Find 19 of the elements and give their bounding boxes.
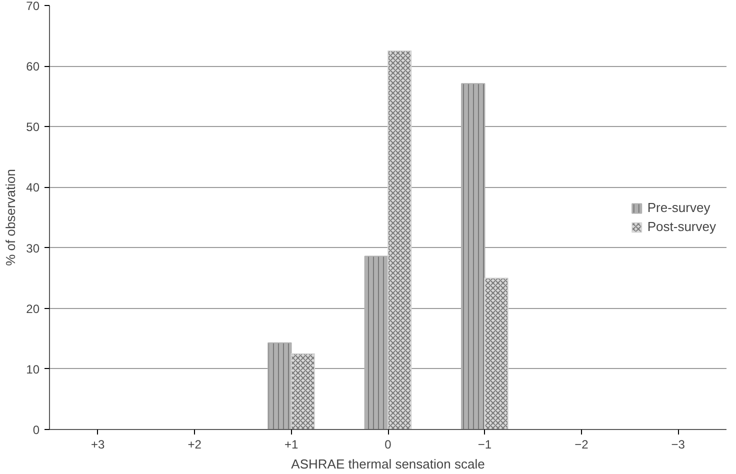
x-tick-label: +2 [188, 438, 202, 452]
y-axis-title: % of observation [3, 169, 18, 266]
y-tick-label: 10 [26, 362, 40, 376]
y-tick-label: 0 [32, 423, 40, 437]
y-tick-label: 70 [26, 0, 40, 13]
x-tick-label: −2 [574, 438, 589, 452]
legend-label: Post-survey [647, 219, 716, 234]
x-tick-label: −1 [478, 438, 492, 452]
y-tick-label: 50 [26, 120, 40, 134]
x-axis-title: ASHRAE thermal sensation scale [291, 456, 485, 472]
x-tick-label: +3 [91, 438, 106, 452]
x-tick-label: +1 [284, 438, 298, 452]
y-tick-label: 60 [26, 60, 40, 74]
x-tick-label: −3 [671, 438, 686, 452]
y-tick-label: 30 [26, 241, 40, 256]
legend-label: Pre-survey [647, 200, 710, 215]
x-tick-label: 0 [384, 438, 392, 452]
y-tick-label: 20 [26, 302, 40, 316]
y-tick-label: 40 [26, 180, 40, 195]
